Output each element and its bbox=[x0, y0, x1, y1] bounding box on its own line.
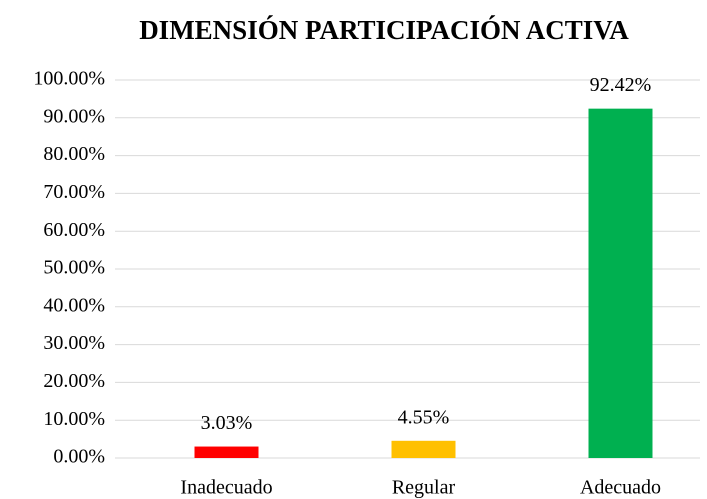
data-label: 4.55% bbox=[398, 406, 450, 428]
y-tick-label: 70.00% bbox=[43, 181, 105, 203]
y-tick-label: 30.00% bbox=[43, 332, 105, 354]
x-tick-label: Adecuado bbox=[580, 477, 661, 499]
chart-title: DIMENSIÓN PARTICIPACIÓN ACTIVA bbox=[139, 15, 629, 45]
y-tick-label: 80.00% bbox=[43, 143, 105, 165]
bar bbox=[588, 108, 653, 458]
y-tick-label: 60.00% bbox=[43, 219, 105, 241]
y-tick-label: 90.00% bbox=[43, 105, 105, 127]
data-label: 3.03% bbox=[201, 412, 253, 434]
y-tick-label: 50.00% bbox=[43, 257, 105, 279]
bar bbox=[391, 440, 456, 458]
y-tick-label: 40.00% bbox=[43, 294, 105, 316]
y-tick-label: 20.00% bbox=[43, 370, 105, 392]
y-tick-label: 0.00% bbox=[53, 446, 105, 468]
x-tick-label: Regular bbox=[392, 477, 456, 499]
x-tick-label: Inadecuado bbox=[180, 477, 272, 499]
data-label: 92.42% bbox=[590, 74, 652, 96]
bar bbox=[194, 446, 259, 458]
y-tick-label: 100.00% bbox=[33, 68, 105, 90]
y-tick-label: 10.00% bbox=[43, 408, 105, 430]
